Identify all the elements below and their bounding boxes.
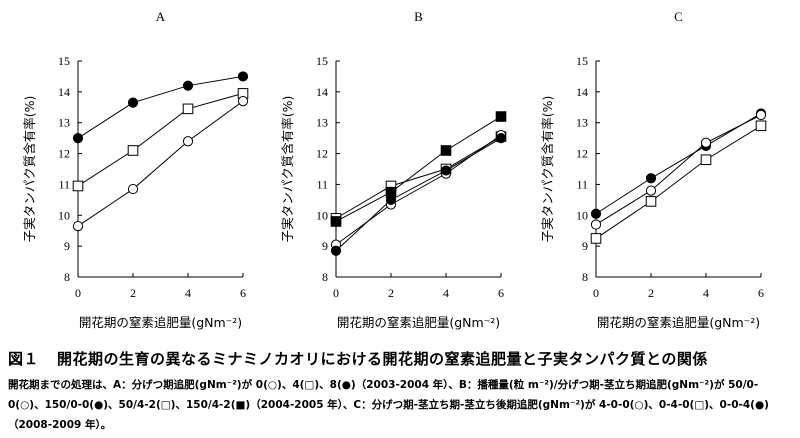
y-tick-label: 8: [64, 270, 70, 284]
x-tick-label: 0: [593, 286, 599, 300]
y-tick-label: 8: [582, 270, 588, 284]
data-point-open-circle: [72, 220, 84, 232]
x-tick-label: 6: [498, 286, 504, 300]
data-point-open-circle: [237, 96, 249, 107]
y-tick-label: 14: [576, 85, 588, 99]
x-tick-label: 4: [443, 286, 449, 300]
y-tick-label: 9: [322, 239, 328, 253]
chart-panel-b: B 8 9 10 11 12 13 14 15 0 2 4 6 開花期の窒素追肥量(gNm⁻²) 子実タンパ…: [280, 9, 507, 330]
y-tick-label: 10: [316, 208, 328, 222]
data-point-filled-circle: [330, 245, 342, 256]
data-point-filled-circle: [385, 194, 397, 205]
data-point-open-square: [700, 154, 712, 166]
figure-title: 開花期の生育の異なるミナミノカオリにおける開花期の窒素追肥量と子実タンパク質との…: [57, 350, 708, 368]
x-axis-label: 開花期の窒素追肥量(gNm⁻²): [79, 315, 242, 330]
x-axis-label: 開花期の窒素追肥量(gNm⁻²): [597, 315, 760, 330]
y-tick-label: 15: [576, 54, 588, 68]
y-tick-label: 10: [576, 208, 588, 222]
y-tick-label: 12: [58, 147, 70, 161]
data-point-open-square: [755, 120, 767, 132]
data-point-open-circle: [127, 183, 139, 195]
chart-panels: A 8 9 10 11 12 13 14 15 0 2 4 6 開花期の窒素追肥量(gNm⁻²) 子実タンパ…: [22, 9, 767, 330]
data-point-open-circle: [700, 137, 712, 148]
panel-title: C: [674, 9, 683, 24]
data-point-open-circle: [645, 185, 657, 196]
series-line: [595, 125, 762, 239]
data-point-filled-circle: [590, 208, 602, 219]
y-axis-label: 子実タンパク質含有率(%): [280, 96, 295, 243]
data-point-filled-square: [495, 111, 507, 122]
data-point-filled-circle: [182, 80, 194, 91]
panel-title: B: [414, 9, 423, 24]
y-tick-label: 11: [576, 177, 588, 191]
y-tick-label: 9: [64, 239, 70, 253]
x-tick-label: 2: [388, 286, 394, 300]
data-point-filled-circle: [237, 71, 249, 82]
series-line: [595, 113, 762, 215]
y-tick-label: 8: [322, 270, 328, 284]
series-line: [77, 100, 244, 227]
data-point-open-circle: [755, 109, 767, 121]
data-point-filled-square: [330, 216, 342, 227]
data-point-filled-circle: [495, 133, 507, 144]
y-tick-label: 12: [576, 147, 588, 161]
x-axis-label: 開花期の窒素追肥量(gNm⁻²): [337, 315, 500, 330]
series-line: [335, 136, 502, 219]
data-point-open-square: [72, 180, 84, 192]
x-tick-label: 0: [333, 286, 339, 300]
x-tick-label: 0: [75, 286, 81, 300]
x-tick-label: 4: [185, 286, 191, 300]
figure-caption: 図１ 開花期の生育の異なるミナミノカオリにおける開花期の窒素追肥量と子実タンパク質…: [8, 348, 798, 369]
data-point-filled-circle: [645, 173, 657, 184]
data-point-filled-circle: [72, 133, 84, 144]
y-axis-label: 子実タンパク質含有率(%): [540, 96, 555, 243]
data-point-open-circle: [182, 136, 194, 147]
series-line: [335, 137, 502, 252]
y-tick-label: 11: [58, 177, 70, 191]
figure-number: 図１: [8, 350, 40, 368]
y-tick-label: 15: [316, 54, 328, 68]
x-tick-label: 4: [703, 286, 709, 300]
chart-panel-a: A 8 9 10 11 12 13 14 15 0 2 4 6 開花期の窒素追肥量(gNm⁻²) 子実タンパ…: [22, 9, 249, 330]
series-line: [77, 92, 244, 187]
series-line: [595, 114, 762, 225]
y-tick-label: 15: [58, 54, 70, 68]
y-tick-label: 13: [58, 116, 70, 130]
panel-title: A: [156, 9, 166, 24]
x-tick-label: 6: [758, 286, 764, 300]
x-tick-label: 2: [648, 286, 654, 300]
data-point-filled-circle: [127, 97, 139, 108]
series-line: [77, 75, 244, 139]
y-tick-label: 14: [58, 85, 70, 99]
series-line: [335, 116, 502, 222]
y-tick-label: 12: [316, 147, 328, 161]
data-point-open-square: [590, 233, 602, 244]
data-point-filled-circle: [440, 165, 452, 176]
y-tick-label: 9: [582, 239, 588, 253]
x-tick-label: 2: [130, 286, 136, 300]
y-tick-label: 10: [58, 208, 70, 222]
chart-panel-c: C 8 9 10 11 12 13 14 15 0 2 4 6 開花期の窒素追肥量(gNm⁻²) 子実タンパ…: [540, 9, 767, 330]
data-point-open-circle: [590, 219, 602, 230]
y-tick-label: 13: [316, 116, 328, 130]
data-point-filled-square: [440, 145, 452, 156]
data-point-open-square: [182, 103, 194, 115]
y-tick-label: 13: [576, 116, 588, 130]
x-tick-label: 6: [240, 286, 246, 300]
data-point-open-square: [645, 196, 657, 207]
data-point-open-square: [127, 145, 139, 156]
figure-note: 開花期までの処理は、A：分げつ期追肥(gNm⁻²)が 0(○)、4(□)、8(●…: [8, 379, 769, 431]
y-tick-label: 11: [316, 177, 328, 191]
y-axis-label: 子実タンパク質含有率(%): [22, 96, 37, 243]
y-tick-label: 14: [316, 85, 328, 99]
